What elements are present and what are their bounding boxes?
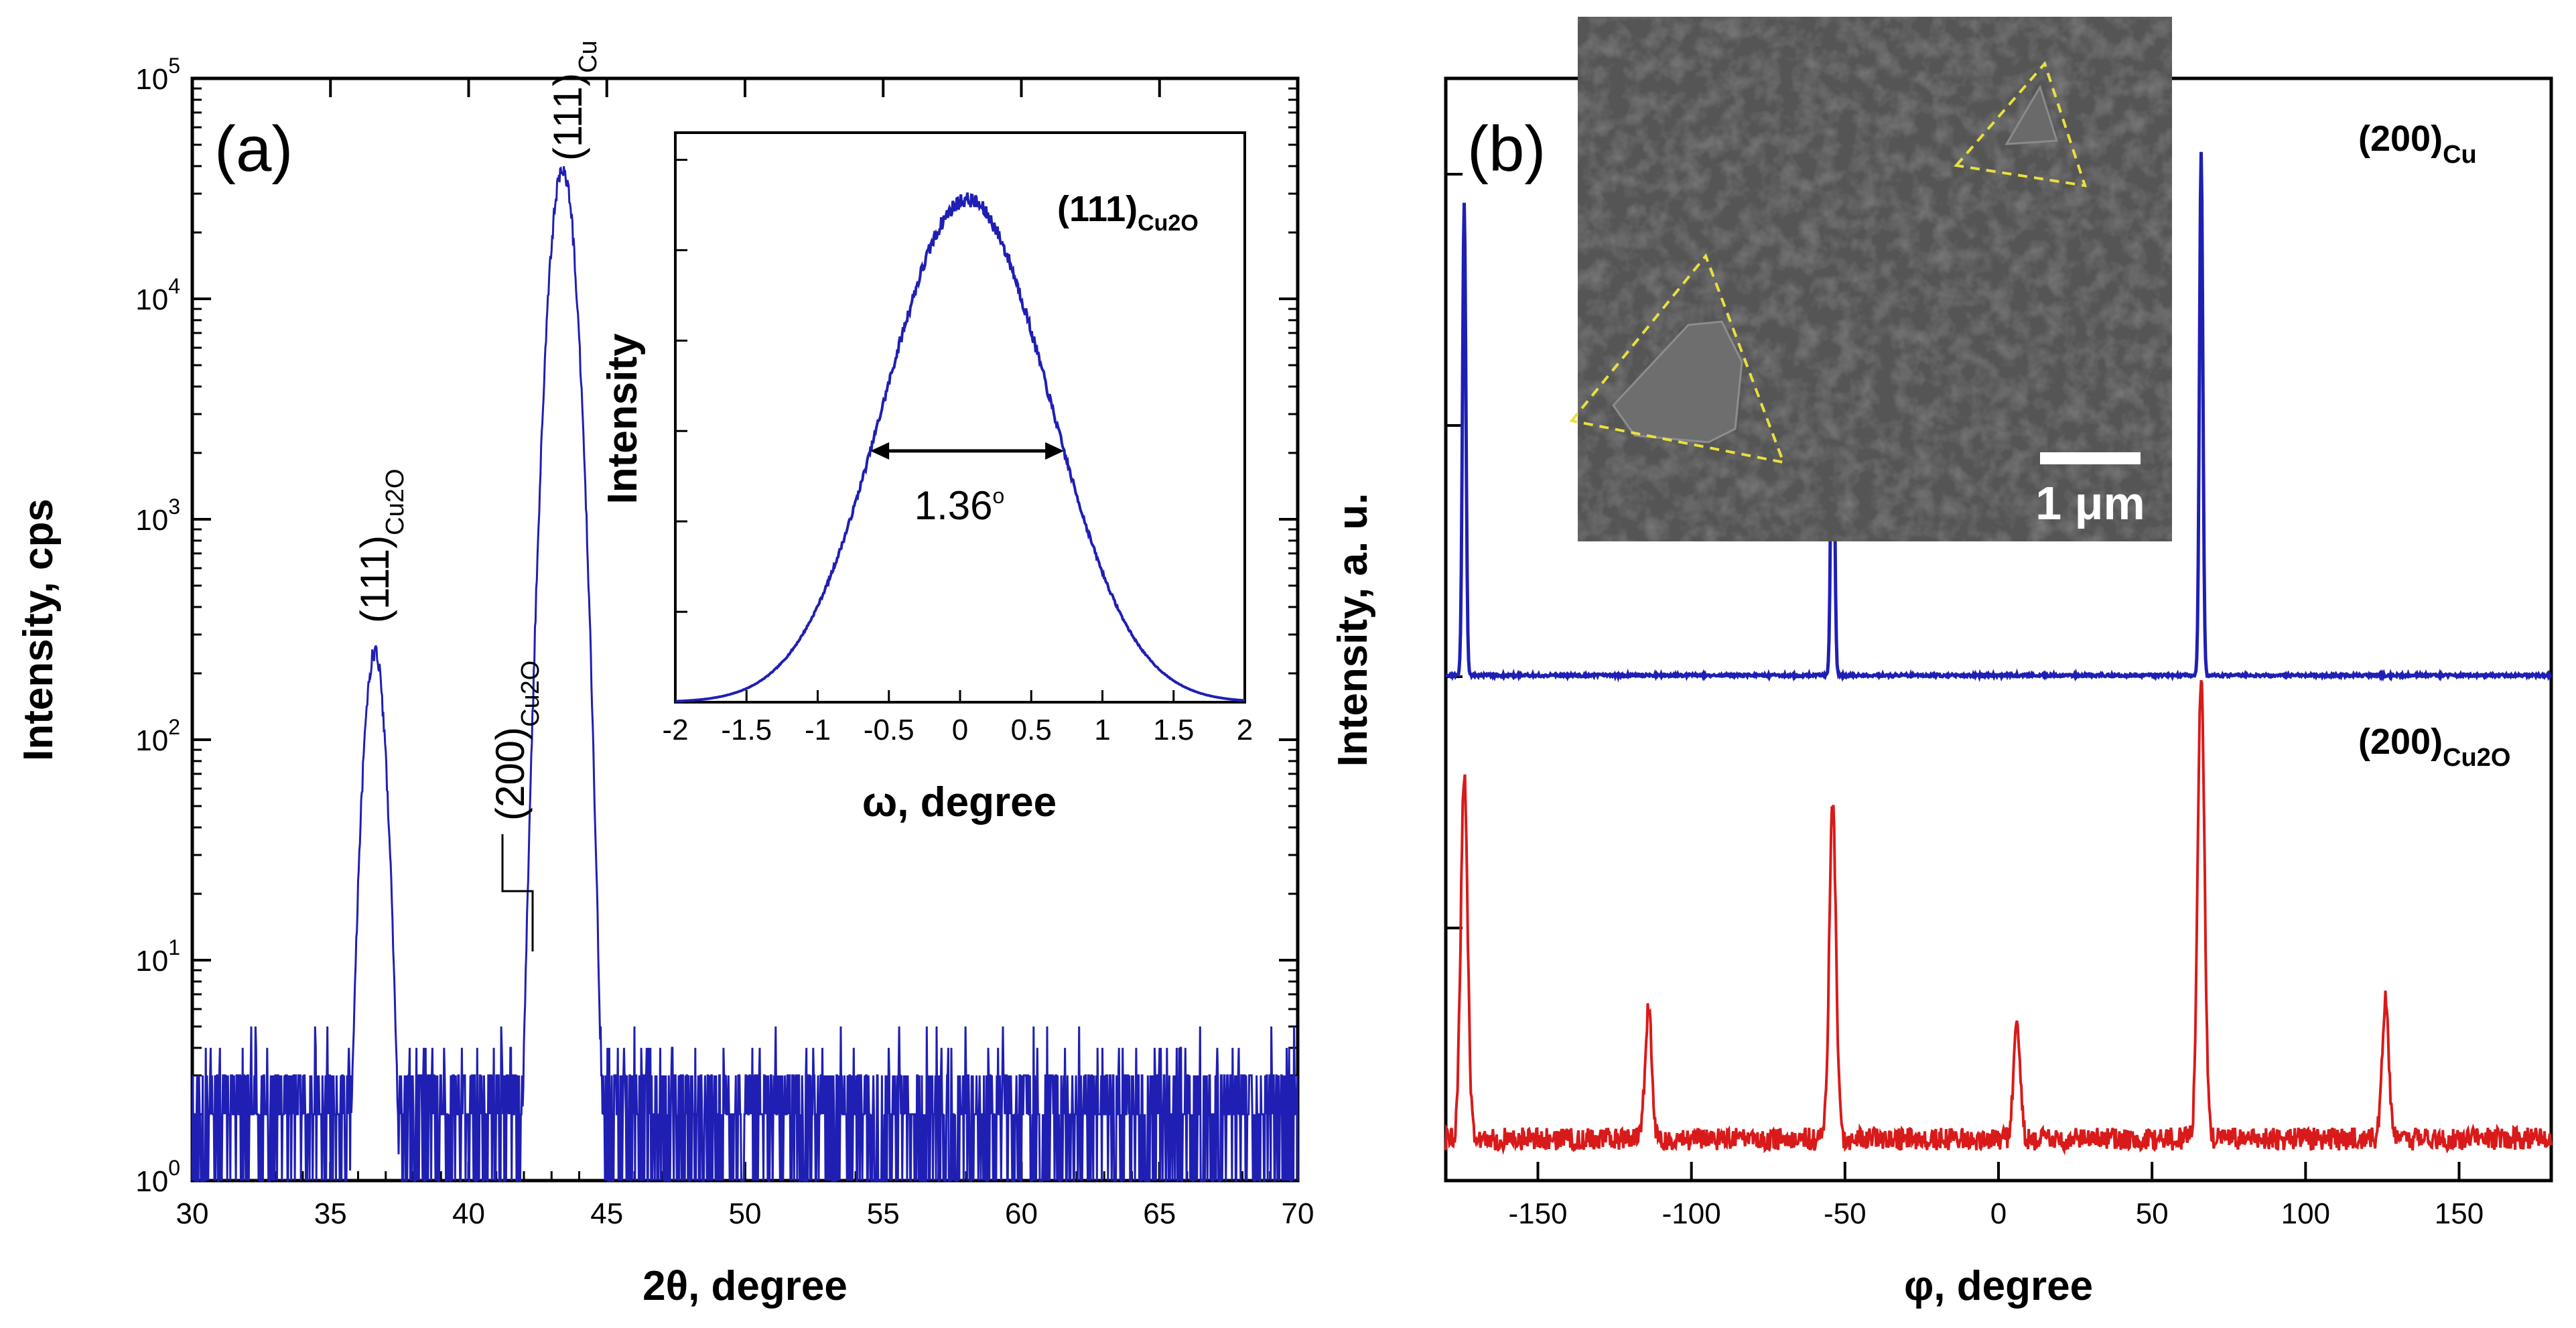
- inset-x-tick-label: 0: [952, 714, 968, 746]
- panel-b-label: (b): [1467, 113, 1546, 185]
- annotation-200-cu2o: (200)Cu2O: [488, 661, 545, 821]
- y-tick-label: 103: [135, 494, 180, 537]
- inset-x-axis-title: ω, degree: [862, 779, 1057, 825]
- inset-x-tick-label: 1.5: [1153, 714, 1194, 746]
- inset-x-ticks: -2 -1.5 -1 -0.5 0 0.5 1 1.5 2: [662, 690, 1253, 746]
- x-tick-label: 70: [1282, 1197, 1314, 1230]
- x-tick-label: 30: [176, 1197, 209, 1230]
- svg-text:(111)Cu2O: (111)Cu2O: [352, 469, 409, 623]
- panel-a-x-ticks: 30 35 40 45 50 55 60 65 70: [176, 78, 1314, 1230]
- x-tick-label: 100: [2281, 1197, 2330, 1230]
- sem-micrograph-inset: 1 μm: [1569, 17, 2172, 541]
- inset-y-axis-title: Intensity: [600, 333, 646, 504]
- x-tick-label: 55: [867, 1197, 900, 1230]
- x-tick-label: 0: [1990, 1197, 2007, 1230]
- annotation-200-cu2o-leader: [501, 834, 534, 951]
- x-tick-label: -150: [1508, 1197, 1567, 1230]
- panel-b-x-axis-title: φ, degree: [1904, 1263, 2093, 1309]
- y-tick-label: 101: [135, 935, 180, 978]
- svg-text:(111)Cu: (111)Cu: [545, 40, 602, 161]
- inset-x-tick-label: 2: [1237, 714, 1253, 746]
- y-tick-label: 100: [135, 1156, 180, 1198]
- inset-y-ticks: [675, 158, 687, 613]
- inset-x-tick-label: 1: [1094, 714, 1110, 746]
- panel-b-y-axis-title: Intensity, a. u.: [1330, 493, 1376, 767]
- sem-scale-bar: [2040, 452, 2141, 464]
- fwhm-arrowhead-left: [870, 442, 890, 460]
- rocking-curve-inset: -2 -1.5 -1 -0.5 0 0.5 1 1.5 2 1.36o (111)Cu2O ω,…: [600, 131, 1253, 825]
- inset-frame: [674, 131, 1246, 704]
- x-tick-label: -100: [1662, 1197, 1721, 1230]
- sem-triangle-small: [1954, 61, 2087, 188]
- panel-a-x-axis-title: 2θ, degree: [642, 1263, 848, 1309]
- inset-x-tick-label: -2: [662, 714, 688, 746]
- annotation-111-cu2o: (111)Cu2O: [352, 469, 409, 623]
- annotation-111-cu: (111)Cu: [545, 40, 602, 161]
- sem-triangle-large: [1569, 253, 1786, 464]
- inset-x-tick-label: 0.5: [1011, 714, 1052, 746]
- y-tick-label: 102: [135, 715, 180, 757]
- fwhm-arrowhead-right: [1045, 442, 1065, 460]
- inset-x-tick-label: -0.5: [864, 714, 914, 746]
- phi-scan-cu2o-series: [1444, 679, 2553, 1156]
- x-tick-label: 45: [590, 1197, 623, 1230]
- series-label-200-cu: (200)Cu: [2358, 119, 2477, 169]
- sem-scale-bar-label: 1 μm: [2035, 477, 2145, 529]
- panel-b: -150 -100 -50 0 50 100 150 (b) (200)Cu (200)Cu…: [1330, 17, 2553, 1309]
- x-tick-label: 60: [1005, 1197, 1038, 1230]
- panel-b-x-ticks: -150 -100 -50 0 50 100 150: [1508, 1162, 2484, 1230]
- panel-a-2theta-scan-series: [191, 166, 1299, 1182]
- x-tick-label: 65: [1143, 1197, 1176, 1230]
- inset-title: (111)Cu2O: [1057, 189, 1199, 236]
- phi-scan-cu-series: [1444, 151, 2553, 683]
- inset-x-tick-label: -1.5: [721, 714, 772, 746]
- x-tick-label: 150: [2435, 1197, 2484, 1230]
- fwhm-label: 1.36o: [914, 483, 1005, 528]
- y-tick-label: 104: [135, 274, 180, 316]
- sem-crystal-small: [2005, 84, 2058, 145]
- inset-rocking-curve-series: [675, 192, 1245, 703]
- panel-a-label: (a): [214, 113, 293, 185]
- x-tick-label: 35: [314, 1197, 347, 1230]
- x-tick-label: 40: [452, 1197, 485, 1230]
- inset-x-tick-label: -1: [805, 714, 831, 746]
- x-tick-label: 50: [729, 1197, 762, 1230]
- x-tick-label: 50: [2136, 1197, 2169, 1230]
- y-tick-label: 105: [135, 54, 180, 96]
- x-tick-label: -50: [1824, 1197, 1867, 1230]
- panel-a-y-axis-title: Intensity, cps: [15, 499, 62, 761]
- svg-text:(200)Cu2O: (200)Cu2O: [488, 661, 545, 821]
- series-label-200-cu2o: (200)Cu2O: [2358, 722, 2510, 772]
